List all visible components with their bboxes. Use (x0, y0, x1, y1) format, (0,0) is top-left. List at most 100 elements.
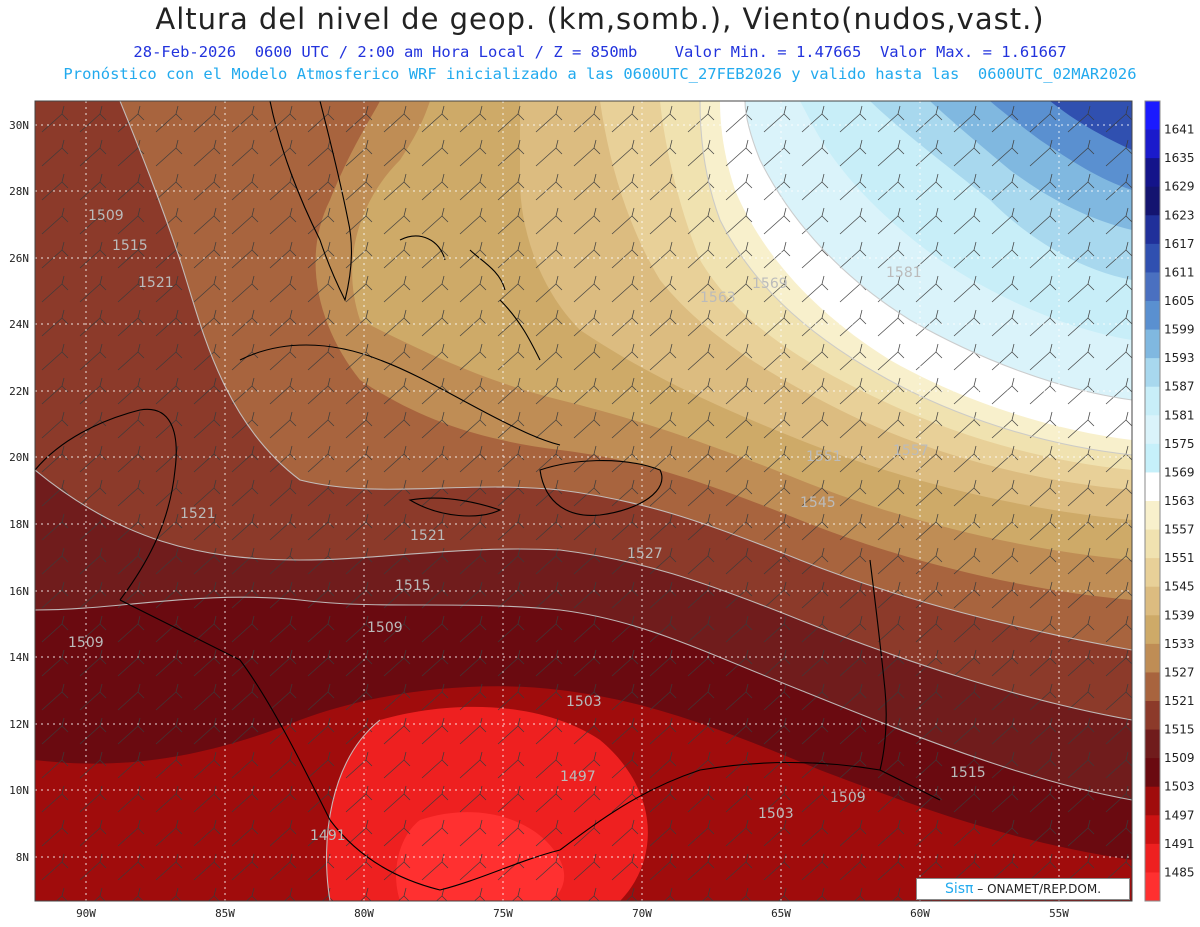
lat-label: 26N (9, 252, 29, 265)
colorbar-label: 1563 (1164, 494, 1195, 508)
colorbar-swatch (1145, 386, 1160, 416)
colorbar-swatch (1145, 443, 1160, 473)
colorbar-swatch (1145, 272, 1160, 302)
contour-label: 1521 (410, 528, 446, 544)
lon-label: 90W (76, 907, 96, 920)
contour-label: 1509 (68, 635, 104, 651)
colorbar-swatch (1145, 215, 1160, 245)
lon-label: 85W (215, 907, 235, 920)
contour-label: 1491 (310, 828, 346, 844)
colorbar-label: 1605 (1164, 294, 1195, 308)
lon-label: 65W (771, 907, 791, 920)
lat-label: 12N (9, 718, 29, 731)
lat-label: 16N (9, 585, 29, 598)
map-title: Altura del nivel de geop. (km,somb.), Vi… (155, 2, 1045, 36)
colorbar-swatch (1145, 558, 1160, 588)
colorbar-label: 1545 (1164, 580, 1195, 594)
map-subtitle-forecast-info: Pronóstico con el Modelo Atmosferico WRF… (63, 65, 1137, 83)
colorbar-swatch (1145, 758, 1160, 788)
colorbar-label: 1623 (1164, 208, 1195, 222)
contour-label: 1569 (752, 276, 788, 292)
lat-label: 18N (9, 518, 29, 531)
lat-label: 28N (9, 185, 29, 198)
lon-label: 80W (354, 907, 374, 920)
contour-label: 1515 (950, 765, 986, 781)
lon-label: 75W (493, 907, 513, 920)
colorbar-label: 1485 (1164, 865, 1195, 879)
lon-label: 60W (910, 907, 930, 920)
colorbar-swatch (1145, 672, 1160, 702)
lat-label: 20N (9, 451, 29, 464)
colorbar-swatch (1145, 786, 1160, 816)
lat-label: 8N (16, 851, 29, 864)
credit-text: – ONAMET/REP.DOM. (973, 882, 1102, 896)
colorbar-swatch (1145, 729, 1160, 759)
colorbar-swatch (1145, 243, 1160, 273)
colorbar-label: 1593 (1164, 351, 1195, 365)
colorbar-label: 1527 (1164, 665, 1195, 679)
colorbar-label: 1497 (1164, 808, 1195, 822)
colorbar-swatch (1145, 815, 1160, 845)
lat-label: 24N (9, 318, 29, 331)
colorbar-label: 1509 (1164, 751, 1195, 765)
colorbar-label: 1611 (1164, 265, 1195, 279)
contour-label: 1497 (560, 769, 596, 785)
contour-label: 1515 (395, 578, 431, 594)
colorbar-swatch (1145, 329, 1160, 359)
colorbar-label: 1629 (1164, 180, 1195, 194)
sispi-logo: Sisπ (944, 881, 974, 897)
colorbar-swatch (1145, 701, 1160, 731)
contour-field: 1509 1515 1521 1503 1497 1491 1503 1509 … (35, 101, 1132, 901)
colorbar-swatch (1145, 529, 1160, 559)
contour-label: 1509 (88, 208, 124, 224)
colorbar-swatch (1145, 415, 1160, 445)
lon-label: 70W (632, 907, 652, 920)
colorbar-label: 1491 (1164, 837, 1195, 851)
lat-label: 22N (9, 385, 29, 398)
contour-label: 1521 (138, 275, 174, 291)
colorbar-swatch (1145, 643, 1160, 673)
colorbar-label: 1587 (1164, 380, 1195, 394)
colorbar-label: 1575 (1164, 437, 1195, 451)
colorbar-swatch (1145, 186, 1160, 216)
colorbar-label: 1599 (1164, 323, 1195, 337)
colorbar-swatch (1145, 101, 1160, 131)
colorbar-label: 1641 (1164, 123, 1195, 137)
lat-label: 14N (9, 651, 29, 664)
colorbar-label: 1551 (1164, 551, 1195, 565)
lat-label: 30N (9, 119, 29, 132)
colorbar-label: 1515 (1164, 723, 1195, 737)
colorbar-frame (1144, 100, 1161, 902)
map-subtitle-valid-time: 28-Feb-2026 0600 UTC / 2:00 am Hora Loca… (133, 43, 1067, 61)
colorbar-label: 1557 (1164, 523, 1195, 537)
colorbar-label: 1635 (1164, 151, 1195, 165)
colorbar: 1641 1635 1629 1623 1617 1611 1605 1599 1593 1587… (1144, 100, 1195, 902)
contour-label: 1551 (806, 449, 842, 465)
colorbar-swatch (1145, 158, 1160, 188)
contour-label: 1521 (180, 506, 216, 522)
contour-labels: 1509 1515 1521 1503 1497 1491 1503 1509 … (68, 208, 986, 844)
lat-label: 10N (9, 784, 29, 797)
colorbar-swatch (1145, 501, 1160, 531)
colorbar-swatch (1145, 615, 1160, 645)
latitude-axis: 30N 28N 26N 24N 22N 20N 18N 16N 14N 12N … (9, 119, 29, 864)
colorbar-swatch (1145, 872, 1160, 902)
colorbar-swatch (1145, 586, 1160, 616)
contour-label: 1581 (886, 265, 922, 281)
map-frame (34, 100, 1133, 902)
longitude-axis: 90W 85W 80W 75W 70W 65W 60W 55W (76, 907, 1069, 920)
colorbar-swatch (1145, 301, 1160, 331)
contour-label: 1557 (893, 443, 929, 459)
colorbar-label: 1617 (1164, 237, 1195, 251)
contour-label: 1503 (566, 694, 602, 710)
colorbar-swatch (1145, 472, 1160, 502)
graticule (35, 101, 1132, 901)
contour-label: 1509 (367, 620, 403, 636)
colorbar-swatch (1145, 843, 1160, 873)
contour-label: 1527 (627, 546, 663, 562)
colorbar-label: 1503 (1164, 780, 1195, 794)
contour-label: 1509 (830, 790, 866, 806)
contour-label: 1515 (112, 238, 148, 254)
lon-label: 55W (1049, 907, 1069, 920)
